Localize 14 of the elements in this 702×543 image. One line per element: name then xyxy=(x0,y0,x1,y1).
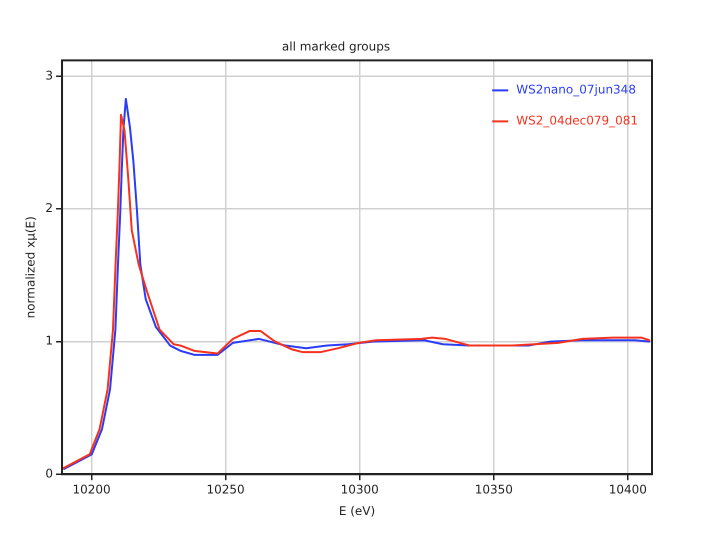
legend-label: WS2nano_07jun348 xyxy=(516,82,636,97)
x-tick-label: 10350 xyxy=(474,482,513,497)
y-tick-label: 2 xyxy=(45,201,54,216)
legend-label: WS2_04dec079_081 xyxy=(516,114,638,128)
y-tick-label: 1 xyxy=(45,334,54,348)
x-tick-label: 10200 xyxy=(72,482,111,497)
x-tick-label: 10250 xyxy=(206,482,245,497)
chart-title: all marked groups xyxy=(282,39,390,54)
y-tick-label: 0 xyxy=(45,466,54,480)
y-axis-title: normalized xμ(E) xyxy=(23,216,38,318)
y-tick-label: 3 xyxy=(45,68,54,82)
x-tick-label: 10400 xyxy=(608,482,647,497)
x-tick-label: 10300 xyxy=(340,482,379,497)
x-axis-title: E (eV) xyxy=(338,504,376,518)
